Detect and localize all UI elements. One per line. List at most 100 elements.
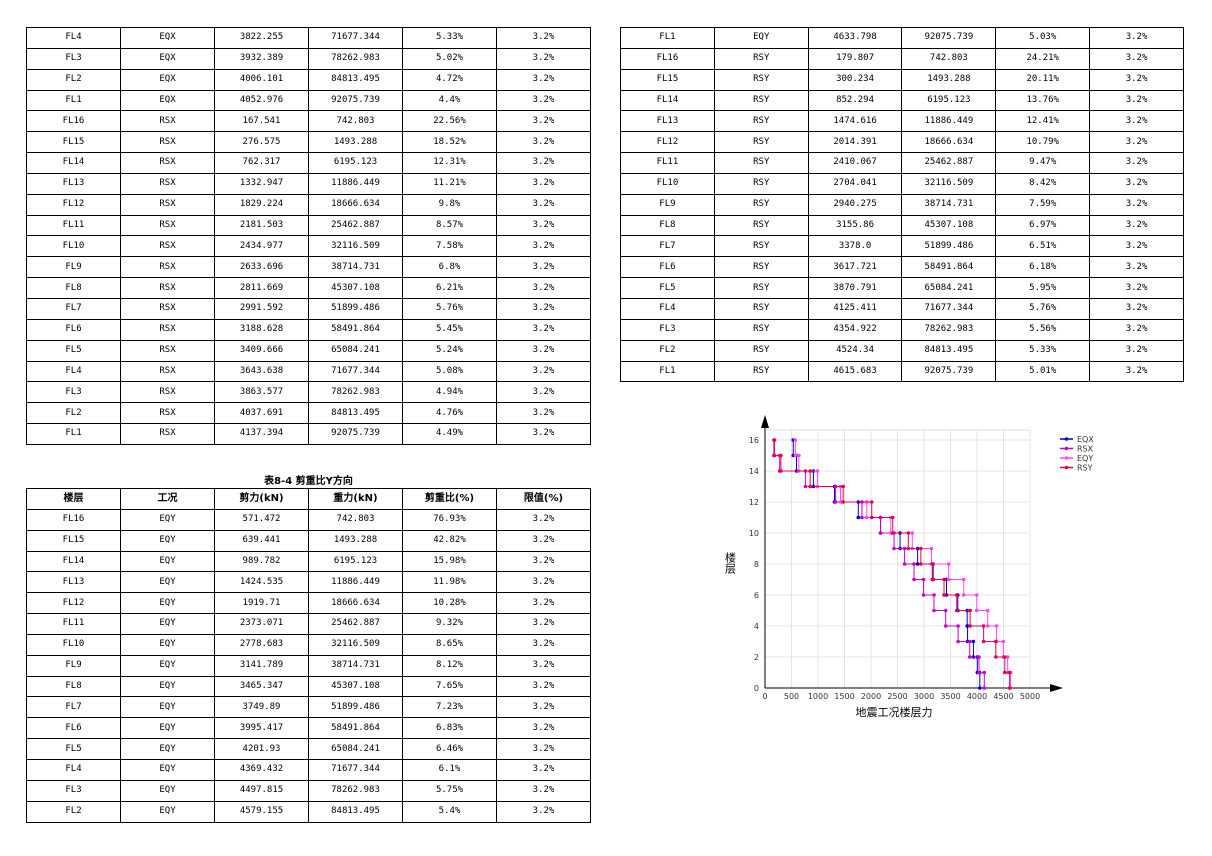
table-cell: 11886.449 — [308, 172, 403, 195]
table-cell: 11.98% — [402, 571, 497, 594]
table-row: FL5 RSX 3409.666 65084.241 5.24% 3.2% — [26, 339, 591, 362]
y-axis-label: 楼层 — [724, 551, 737, 575]
table-row: FL9 RSY 2940.275 38714.731 7.59% 3.2% — [620, 193, 1184, 216]
table-cell: FL9 — [26, 654, 121, 677]
table-cell: FL4 — [620, 297, 715, 320]
table-body: FL4 EQX 3822.255 71677.344 5.33% 3.2% FL3 EQX 39… — [26, 27, 591, 445]
table-cell: 6.18% — [995, 256, 1091, 279]
table-cell: 3.2% — [496, 717, 591, 740]
table-row: FL11 RSX 2181.503 25462.887 8.57% 3.2% — [26, 214, 591, 237]
y-tick-label: 16 — [749, 436, 759, 445]
table-cell: 4037.691 — [214, 402, 309, 425]
table-cell: RSY — [713, 193, 809, 216]
table-row: FL16 RSY 179.807 742.803 24.21% 3.2% — [620, 47, 1184, 70]
table-cell: 6.97% — [995, 214, 1091, 237]
table-cell: 8.57% — [402, 214, 497, 237]
table-cell: FL4 — [26, 360, 121, 383]
table-cell: 5.33% — [402, 27, 497, 49]
table-cell: RSX — [120, 297, 215, 320]
data-point-eqy — [797, 453, 801, 458]
data-point-eqx — [971, 639, 976, 644]
table-cell: 3.2% — [496, 110, 591, 133]
table-cell: 38714.731 — [308, 654, 403, 677]
table-cell: 4006.101 — [214, 68, 309, 91]
table-cell: FL2 — [620, 339, 715, 362]
table-cell: 3.2% — [496, 193, 591, 216]
table-cell: 3749.89 — [214, 696, 309, 719]
data-point-eqy — [994, 624, 999, 628]
data-point-eqy — [793, 453, 798, 458]
table-cell: FL1 — [620, 360, 715, 383]
table-cell: 3932.389 — [214, 47, 309, 70]
table-cell: RSX — [120, 131, 215, 154]
table-cell: RSX — [120, 256, 215, 279]
table-row: FL1 RSX 4137.394 92075.739 4.49% 3.2% — [26, 423, 591, 445]
data-point-rsy — [772, 438, 777, 442]
chart-series — [772, 438, 1013, 690]
table-cell: 276.575 — [214, 131, 309, 154]
y-tick-label: 8 — [754, 560, 759, 569]
data-point-rsy — [808, 469, 812, 473]
table-cell: FL7 — [26, 696, 121, 719]
table-cell: 4369.432 — [214, 758, 309, 781]
table-cell: RSX — [120, 235, 215, 258]
table-cell: 3822.255 — [214, 27, 309, 49]
data-point-rsx — [912, 562, 916, 566]
table-row: FL7 RSX 2991.592 51899.486 5.76% 3.2% — [26, 297, 591, 320]
table-cell: FL15 — [26, 529, 121, 552]
table-cell: 3.2% — [496, 47, 591, 70]
x-tick-label: 4000 — [967, 692, 987, 701]
table-cell: 852.294 — [807, 89, 903, 112]
table-cell: 3.2% — [496, 68, 591, 91]
table-cell: 4125.411 — [807, 297, 903, 320]
table-cell: 2434.977 — [214, 235, 309, 258]
table-cell: 4.4% — [402, 89, 497, 112]
table-cell: 51899.486 — [901, 235, 997, 258]
table-cell: RSY — [713, 214, 809, 237]
table-cell: 3465.347 — [214, 675, 309, 698]
table-cell: 65084.241 — [308, 738, 403, 760]
table-cell: 3643.638 — [214, 360, 309, 383]
table-row: FL2 RSY 4524.34 84813.495 5.33% 3.2% — [620, 339, 1184, 362]
table-row: FL10 EQY 2778.683 32116.509 8.65% 3.2% — [26, 633, 591, 656]
table-cell: 3870.791 — [807, 277, 903, 299]
table-body: FL1 EQY 4633.798 92075.739 5.03% 3.2% FL16 RSY 1… — [620, 27, 1184, 383]
table-cell: 18666.634 — [901, 131, 997, 154]
table-cell: RSY — [713, 89, 809, 112]
table-cell: 9.8% — [402, 193, 497, 216]
table-cell: 8.65% — [402, 633, 497, 656]
table-cell: 3.2% — [496, 675, 591, 698]
data-point-rsy — [890, 531, 895, 535]
data-point-eqy — [910, 531, 915, 535]
data-point-eqy — [961, 593, 966, 597]
table-cell: 5.08% — [402, 360, 497, 383]
table-cell: FL8 — [620, 214, 715, 237]
table-cell: EQX — [120, 47, 215, 70]
table-cell: 11886.449 — [901, 110, 997, 133]
table-cell: RSX — [120, 423, 215, 445]
table-cell: RSY — [713, 110, 809, 133]
table-cell: FL7 — [26, 297, 121, 320]
table-cell: 6195.123 — [308, 152, 403, 174]
data-point-rsy — [919, 562, 923, 566]
table-cell: 25462.887 — [901, 152, 997, 174]
table-cell: 2633.696 — [214, 256, 309, 279]
data-point-rsy — [994, 655, 998, 659]
table-cell: 5.56% — [995, 318, 1091, 341]
legend-label: RSX — [1077, 445, 1094, 454]
table-cell: 65084.241 — [901, 277, 997, 299]
data-point-rsx — [982, 686, 987, 690]
table-cell: 1424.535 — [214, 571, 309, 594]
header-cell-floor: 楼层 — [26, 488, 121, 510]
table-cell: 7.59% — [995, 193, 1091, 216]
table-cell: 5.02% — [402, 47, 497, 70]
table-cell: 3.2% — [1089, 235, 1184, 258]
table-cell: 3.2% — [496, 550, 591, 573]
table-cell: 5.95% — [995, 277, 1091, 299]
table-cell: FL1 — [620, 27, 715, 49]
table-cell: 3409.666 — [214, 339, 309, 362]
table-cell: 1493.288 — [308, 131, 403, 154]
table-cell: 5.45% — [402, 318, 497, 341]
table-cell: 3.2% — [1089, 360, 1184, 383]
floor-shear-chart: 0 500 1000 1500 2000 2500 3000 3500 4000 4500 5000… — [724, 415, 1094, 719]
